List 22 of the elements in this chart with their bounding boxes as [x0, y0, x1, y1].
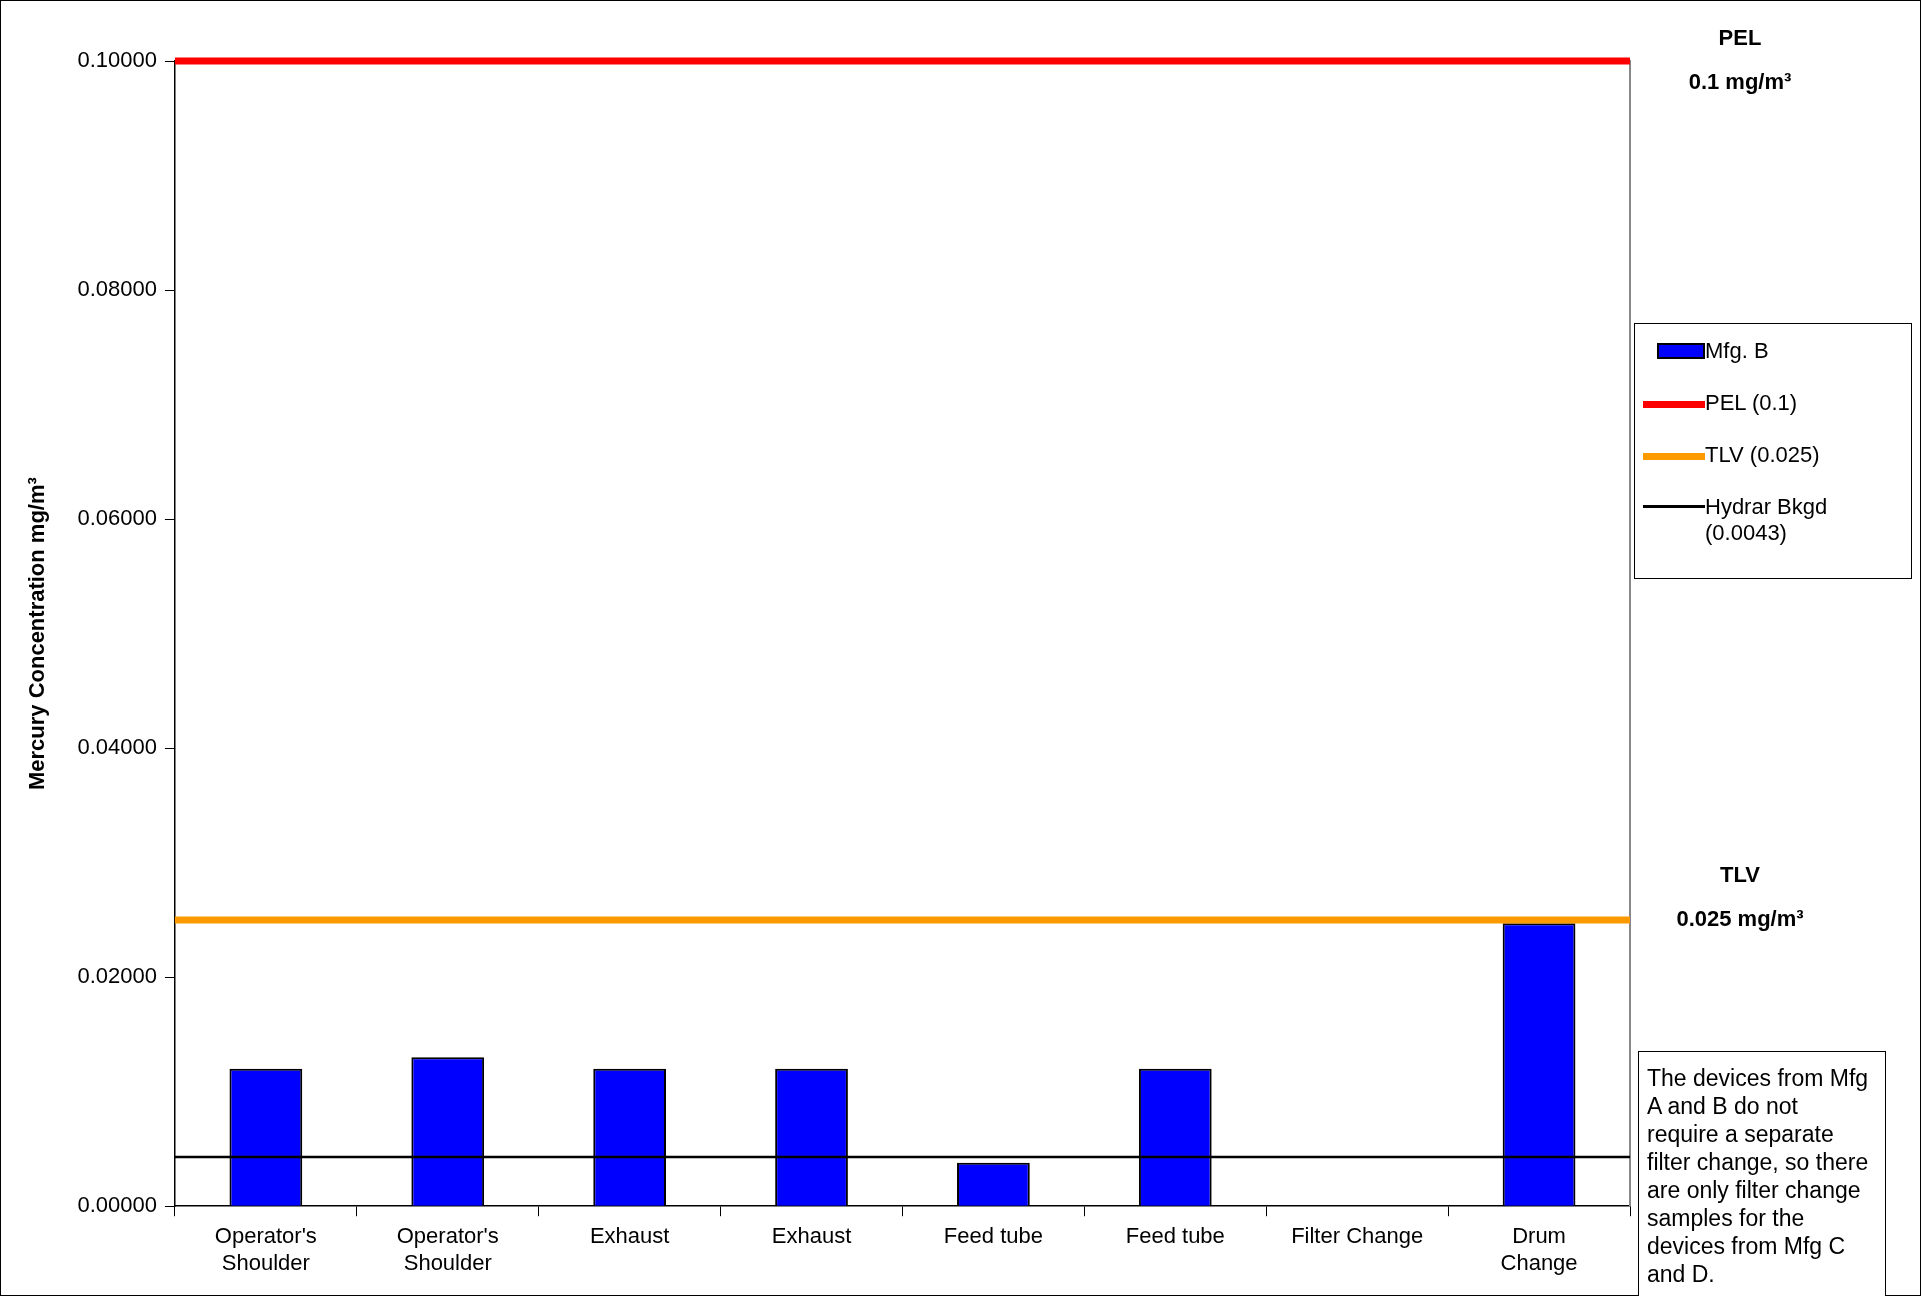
- legend-label: Mfg. B: [1705, 338, 1769, 364]
- text: The devices from Mfg A and B do not require a separate filter change, so there are only filter change samples for the devices from Mfg C and D.: [1638, 1051, 1886, 1296]
- legend-label: TLV (0.025): [1705, 442, 1820, 468]
- y-tick-label: 0.06000: [77, 505, 157, 531]
- y-tick-label: 0.08000: [77, 276, 157, 302]
- text: TLV 0.025 mg/m³: [1676, 861, 1804, 931]
- x-tick-label: Feed tube: [1125, 1223, 1225, 1249]
- x-tick-label: Operator's Shoulder: [214, 1223, 317, 1275]
- x-tick-label: Operator's Shoulder: [396, 1223, 499, 1275]
- x-tick-label: Drum Change: [1500, 1223, 1578, 1275]
- text: PEL 0.1 mg/m³: [1688, 25, 1792, 95]
- x-tick-label: Feed tube: [943, 1223, 1043, 1249]
- y-axis-title: Mercury Concentration mg/m³: [24, 477, 50, 791]
- y-tick-label: 0.00000: [77, 1192, 157, 1218]
- legend-label: Hydrar Bkgd (0.0043): [1705, 494, 1828, 546]
- x-tick-label: Exhaust: [589, 1223, 670, 1249]
- legend-label: PEL (0.1): [1705, 390, 1798, 416]
- x-tick-label: Exhaust: [771, 1223, 852, 1249]
- y-tick-label: 0.10000: [77, 47, 157, 73]
- y-tick-label: 0.04000: [77, 734, 157, 760]
- y-tick-label: 0.02000: [77, 963, 157, 989]
- x-tick-label: Filter Change: [1291, 1223, 1424, 1249]
